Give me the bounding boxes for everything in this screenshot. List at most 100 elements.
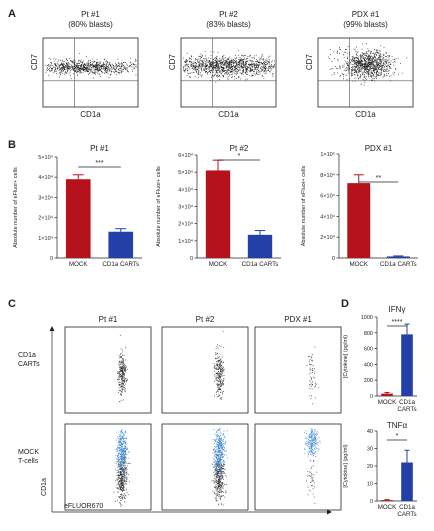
arrowhead-right (327, 509, 332, 515)
grid-x-axis-label: eFLUOR670 (64, 503, 103, 510)
y-tick-label: 30 (367, 447, 373, 453)
grid-y-axis-label: CD1a (41, 478, 48, 496)
y-tick-label: 0 (370, 499, 373, 505)
bar-chart-5: TNFα 0 10 20 30 40 [Cytokine] (pg/ml) MOCK CD1aC… (343, 421, 417, 518)
y-axis-label: Absolute number of eFluor+ cells (301, 165, 307, 246)
y-tick-label: 0 (370, 394, 373, 400)
x-tick-label: CD1a CARTs (242, 261, 279, 268)
x-tick-label: MOCK (69, 261, 88, 268)
grey-events (306, 346, 320, 405)
y-tick-label: 2×10⁴ (38, 215, 53, 222)
y-tick-label: 0 (190, 256, 193, 262)
bar-mock (381, 393, 393, 396)
chart-title: Pt #2 (230, 144, 249, 153)
panel-letter-b: B (8, 139, 16, 151)
significance-stars: *** (95, 160, 103, 167)
flow-events (45, 53, 137, 80)
flow-cell-frame (64, 326, 152, 414)
grey-events (113, 439, 131, 507)
grid-column-label: PDX #1 (284, 315, 312, 324)
flow-events (183, 50, 275, 83)
y-tick-label: 3×10⁴ (38, 194, 53, 201)
y-tick-label: 1000 (361, 315, 373, 321)
flow-plot-title: Pt #1 (81, 10, 100, 19)
y-tick-label: 1×10⁴ (38, 235, 53, 242)
x-tick-label: MOCK (209, 261, 228, 268)
flow-plot-frame (317, 37, 414, 108)
chart-title: PDX #1 (365, 144, 393, 153)
panel-letter-c: C (8, 298, 16, 310)
bar-mock (65, 179, 91, 258)
flow-plot-a-2: Pt #2(83% blasts) CD7 CD1a (168, 10, 277, 119)
flow-plot-xlabel: CD1a (355, 110, 376, 119)
flow-cell-r2-c1 (64, 423, 152, 511)
y-tick-label: 0 (50, 256, 53, 262)
flow-plot-blasts: (80% blasts) (68, 20, 113, 29)
x-tick-label: CD1a CARTs (380, 261, 417, 268)
flow-plot-xlabel: CD1a (218, 110, 239, 119)
flow-plot-ylabel: CD7 (168, 54, 177, 71)
flow-plot-blasts: (99% blasts) (343, 20, 388, 29)
y-tick-label: 4×10⁴ (38, 174, 53, 181)
flow-plot-title: PDX #1 (352, 10, 380, 19)
bar-cd1a-carts (401, 462, 413, 501)
y-tick-label: 5×10⁴ (38, 154, 53, 161)
y-tick-label: 600 (364, 347, 373, 353)
grid-row-label: T-cells (18, 458, 39, 465)
y-tick-label: 20 (367, 464, 373, 470)
flow-plot-frame (180, 37, 277, 108)
x-tick-label: CD1a (399, 399, 415, 406)
y-tick-label: 1×10⁵ (320, 151, 335, 158)
flow-plot-a-1: Pt #1(80% blasts) CD7 CD1a (30, 10, 139, 119)
bar-cd1a-carts (247, 234, 273, 258)
flow-cell-r1-c2 (161, 326, 249, 414)
grid-row-label: MOCK (18, 449, 39, 456)
x-tick-label: MOCK (349, 261, 368, 268)
y-axis-label: [Cytokine] (pg/ml) (343, 444, 349, 487)
bar-mock (381, 500, 393, 501)
bar-chart-1: Pt #1 0 1×10⁴ 2×10⁴ 3×10⁴ 4×10⁴ 5×10⁴ Absolute … (13, 144, 142, 268)
y-tick-label: 6×10⁴ (320, 193, 335, 200)
bar-cd1a-carts (401, 334, 413, 396)
flow-cell-frame (254, 423, 342, 511)
flow-plot-a-3: PDX #1(99% blasts) CD7 CD1a (305, 10, 414, 119)
y-axis-label: Absolute number of eFluor+ cells (13, 167, 19, 248)
bar-mock (205, 170, 231, 258)
y-tick-label: 3×10⁴ (178, 204, 193, 211)
x-tick-label: MOCK (378, 504, 397, 511)
flow-plot-xlabel: CD1a (80, 110, 101, 119)
flow-plot-title: Pt #2 (219, 10, 238, 19)
arrowhead-up (49, 326, 55, 331)
grid-column-label: Pt #2 (196, 315, 215, 324)
flow-cell-frame (64, 423, 152, 511)
panel-letter-a: A (8, 8, 16, 20)
chart-title: IFNγ (389, 305, 406, 314)
panel-c-flow-grid: Pt #1 Pt #2 PDX #1 CD1a CARTs MOCK T-cells CD1a… (18, 315, 342, 515)
chart-title: Pt #1 (90, 144, 109, 153)
bar-mock (347, 183, 371, 258)
x-tick-label: MOCK (378, 399, 397, 406)
flow-plot-blasts: (83% blasts) (206, 20, 251, 29)
flow-plot-ylabel: CD7 (30, 54, 39, 71)
grey-events (117, 334, 128, 403)
grey-events (306, 452, 318, 504)
grey-events (213, 331, 225, 400)
y-tick-label: 5×10⁴ (178, 169, 193, 176)
flow-plot-frame (42, 37, 139, 108)
bar-chart-2: Pt #2 0 1×10⁴ 2×10⁴ 3×10⁴ 4×10⁴ 5×10⁴ 6×10⁴ Abso… (156, 144, 281, 268)
y-tick-label: 40 (367, 429, 373, 435)
panel-b-bar-charts: Pt #1 0 1×10⁴ 2×10⁴ 3×10⁴ 4×10⁴ 5×10⁴ Absolute … (13, 144, 418, 268)
bar-chart-4: IFNγ 0 200 400 600 800 1000 [Cytokine] (pg/ml) M… (343, 305, 417, 413)
bar-chart-3: PDX #1 0 2×10⁴ 4×10⁴ 6×10⁴ 8×10⁴ 1×10⁵ Absolute… (301, 144, 418, 268)
significance-stars: ** (376, 175, 382, 182)
flow-cell-r1-c3 (254, 326, 342, 414)
flow-plot-ylabel: CD7 (305, 54, 314, 71)
blue-events (304, 428, 321, 462)
grid-row-label: CD1a (18, 352, 36, 359)
grid-row-label: CARTs (18, 361, 40, 368)
x-tick-label: CD1a (399, 504, 415, 511)
y-tick-label: 4×10⁴ (320, 213, 335, 220)
chart-title: TNFα (387, 421, 408, 430)
